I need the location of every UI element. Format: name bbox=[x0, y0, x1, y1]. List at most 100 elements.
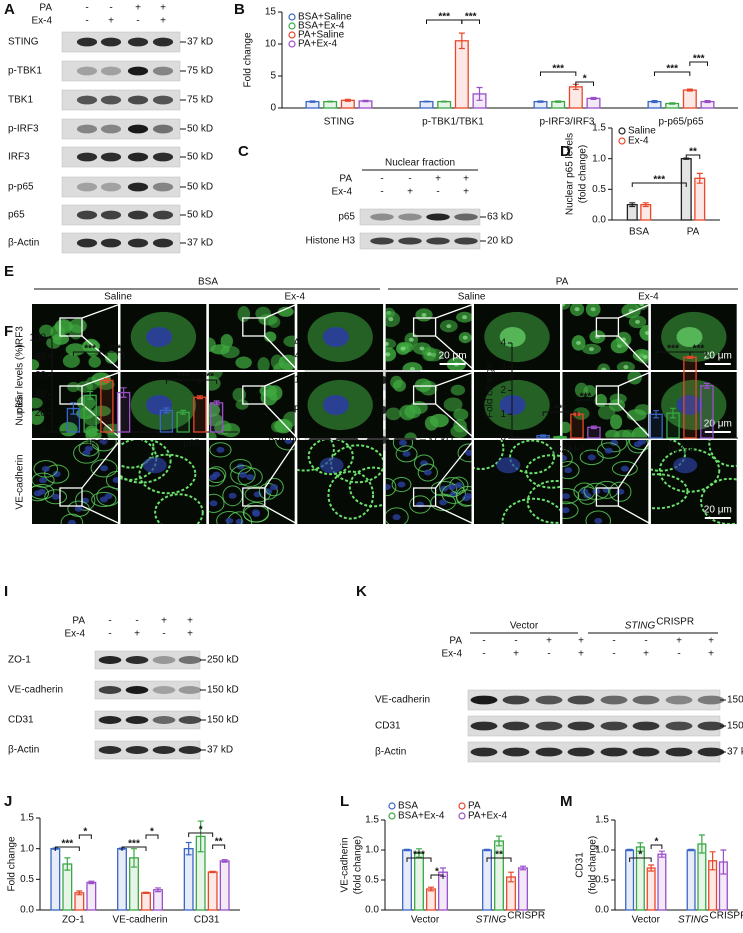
cell bbox=[636, 350, 649, 364]
nucleus bbox=[462, 335, 468, 340]
error-bar bbox=[70, 402, 77, 415]
cell-outline bbox=[509, 440, 556, 475]
nucleus bbox=[209, 500, 218, 507]
blot-band bbox=[125, 686, 149, 694]
x-tick-label-sup: CRISPR bbox=[507, 911, 545, 922]
error-bar bbox=[540, 434, 547, 437]
nucleus bbox=[146, 327, 173, 347]
nucleus bbox=[238, 472, 247, 479]
blot-band bbox=[470, 721, 498, 731]
lane-sign: + bbox=[578, 636, 584, 647]
y-tick-label: 0.0 bbox=[595, 905, 609, 916]
significance-bracket bbox=[689, 61, 709, 66]
lane-sign: - bbox=[85, 16, 88, 27]
legend-label: BSA+Ex-4 bbox=[398, 811, 445, 822]
inset-line bbox=[264, 403, 298, 439]
cell bbox=[414, 378, 432, 392]
bar bbox=[414, 852, 424, 911]
significance-bracket bbox=[461, 19, 481, 24]
group-label-sup: CRISPR bbox=[656, 617, 694, 628]
cell bbox=[385, 407, 402, 421]
cell-outline bbox=[208, 493, 225, 513]
legend-label: BSA+Ex-4 bbox=[298, 21, 345, 32]
x-tick-label: STING bbox=[476, 915, 507, 926]
inset-box bbox=[59, 385, 83, 405]
micrograph-bg bbox=[562, 440, 649, 524]
panel-label: K bbox=[356, 583, 367, 600]
nucleus bbox=[100, 465, 109, 472]
error-bar bbox=[686, 88, 693, 92]
blot-band bbox=[76, 66, 98, 76]
bar bbox=[207, 871, 218, 911]
marker-label: 150 kD bbox=[207, 685, 239, 696]
nucleus bbox=[499, 395, 526, 415]
x-tick-label: BSA bbox=[629, 227, 649, 238]
bar bbox=[437, 100, 452, 109]
significance-bracket bbox=[650, 844, 663, 849]
error-bar bbox=[131, 848, 137, 868]
blot-band bbox=[98, 656, 122, 664]
legend-marker bbox=[458, 802, 466, 810]
significance-label: *** bbox=[413, 850, 425, 861]
lane-sign: - bbox=[482, 636, 485, 647]
lane-sign: - bbox=[482, 649, 485, 660]
cell bbox=[32, 397, 43, 409]
error-bar bbox=[103, 377, 110, 383]
nucleus bbox=[104, 493, 113, 500]
x-tick-label: VE-cadherin bbox=[112, 915, 167, 926]
nucleus bbox=[594, 517, 603, 524]
y-tick-label: 0.5 bbox=[365, 875, 379, 886]
cell bbox=[235, 356, 252, 369]
cell-outline bbox=[430, 493, 456, 511]
lane-sign: + bbox=[160, 16, 166, 27]
y-tick-label: 0 bbox=[40, 427, 46, 438]
y-axis-title: (fold change) bbox=[578, 145, 589, 203]
error-bar bbox=[669, 102, 676, 105]
cell-outline bbox=[327, 470, 375, 520]
group-label: Vector bbox=[510, 621, 539, 632]
cell-outline bbox=[708, 440, 737, 468]
lane-sign: - bbox=[612, 649, 615, 660]
cell bbox=[271, 421, 284, 433]
blot-band bbox=[454, 237, 478, 245]
cell-outline bbox=[562, 449, 573, 467]
cell bbox=[62, 354, 80, 368]
significance-label: *** bbox=[693, 54, 705, 65]
significance-bracket bbox=[145, 834, 159, 839]
scale-bar-label: 20 μm bbox=[704, 419, 732, 430]
blot-band bbox=[567, 747, 595, 757]
nucleus bbox=[620, 465, 629, 472]
y-tick-label: 80 bbox=[35, 351, 47, 362]
cell-outline bbox=[33, 460, 59, 478]
panel-label: L bbox=[340, 793, 349, 810]
blot-band bbox=[470, 747, 498, 757]
cell bbox=[574, 382, 589, 398]
x-tick-label: PA bbox=[687, 227, 700, 238]
cell bbox=[88, 356, 101, 368]
nucleus bbox=[41, 465, 50, 472]
significance-bracket bbox=[121, 846, 147, 851]
error-bar bbox=[221, 859, 228, 863]
y-tick-label: 1.0 bbox=[20, 843, 34, 854]
cell-outline bbox=[392, 440, 414, 452]
blot-band bbox=[152, 124, 174, 134]
cell bbox=[208, 403, 221, 417]
bar bbox=[193, 396, 207, 433]
nucleus bbox=[225, 517, 234, 524]
marker-label: 50 kD bbox=[187, 124, 213, 135]
cell bbox=[453, 408, 469, 421]
error-bar bbox=[508, 871, 514, 883]
significance-label: ** bbox=[689, 147, 697, 158]
y-tick-label: 1.5 bbox=[365, 815, 379, 826]
inset-line bbox=[435, 335, 475, 371]
marker-label: 37 kD bbox=[187, 37, 213, 48]
x-tick-label: Vector bbox=[411, 915, 440, 926]
significance-label: *** bbox=[693, 344, 705, 355]
significance-label: ** bbox=[215, 837, 223, 848]
cell bbox=[82, 338, 100, 355]
significance-label: *** bbox=[465, 12, 477, 23]
nucleus bbox=[408, 337, 414, 342]
blot-band bbox=[398, 237, 422, 245]
panel-label: J bbox=[4, 793, 12, 810]
condition-label: PA bbox=[449, 636, 462, 647]
